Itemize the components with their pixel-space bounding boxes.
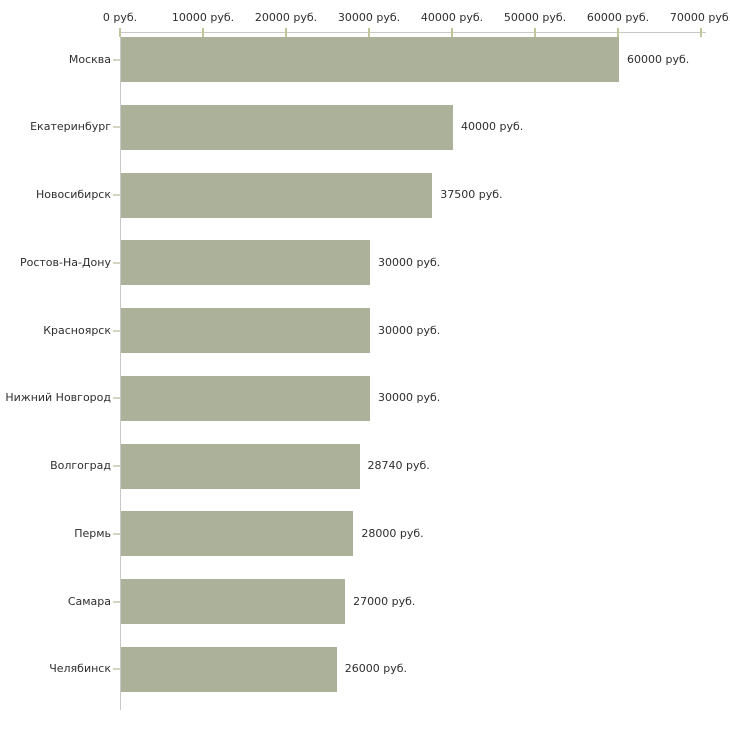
category-tick <box>113 600 120 603</box>
bar-value-label: 60000 руб. <box>627 52 690 66</box>
x-axis-tick-label: 60000 руб. <box>586 11 650 24</box>
bar <box>121 172 433 218</box>
category-tick <box>113 194 120 196</box>
bar <box>121 579 346 624</box>
category-tick <box>113 465 120 467</box>
x-axis-tick-label: 50000 руб. <box>503 11 567 24</box>
bar-value-label: 30000 руб. <box>378 323 441 337</box>
bar <box>121 511 354 557</box>
category-label: Пермь <box>74 526 111 540</box>
x-axis-line <box>120 32 706 33</box>
category-label: Ростов-На-Дону <box>19 255 111 269</box>
x-axis-tick <box>285 28 287 37</box>
category-tick <box>113 329 120 332</box>
bar <box>121 646 337 692</box>
x-axis-tick-label: 0 руб. <box>102 11 138 24</box>
x-axis-tick-label: 40000 руб. <box>420 11 484 24</box>
bar-value-label: 37500 руб. <box>440 188 503 201</box>
x-axis-tick-label: 30000 руб. <box>337 11 401 24</box>
category-label: Самара <box>67 594 111 608</box>
category-tick <box>113 58 120 61</box>
x-axis-tick <box>617 28 619 37</box>
x-axis-tick <box>368 28 370 37</box>
bar-value-label: 28000 руб. <box>361 526 424 540</box>
bar-value-label: 27000 руб. <box>353 594 416 608</box>
x-axis-tick <box>202 28 204 37</box>
category-label: Волгоград <box>50 459 111 472</box>
bar-value-label: 30000 руб. <box>378 255 441 269</box>
x-axis-tick <box>700 28 702 37</box>
y-axis-line <box>120 32 121 710</box>
x-axis-tick-label: 70000 руб. <box>669 11 730 24</box>
bar <box>121 240 370 286</box>
category-label: Нижний Новгород <box>5 391 111 405</box>
bar <box>121 443 360 489</box>
bar <box>121 308 370 353</box>
category-tick <box>113 397 120 400</box>
bar-value-label: 40000 руб. <box>461 120 524 134</box>
category-tick <box>113 532 120 535</box>
bar <box>121 37 619 82</box>
x-axis-tick <box>119 28 121 37</box>
x-axis-tick-label: 10000 руб. <box>171 11 235 24</box>
category-label: Красноярск <box>43 323 111 337</box>
bar <box>121 104 453 150</box>
bar-value-label: 30000 руб. <box>378 391 441 405</box>
category-tick <box>113 126 120 129</box>
bar-value-label: 28740 руб. <box>367 459 430 472</box>
category-label: Екатеринбург <box>30 120 111 134</box>
category-tick <box>113 668 120 671</box>
category-tick <box>113 261 120 264</box>
bar <box>121 375 370 421</box>
category-label: Москва <box>68 52 111 66</box>
category-label: Новосибирск <box>35 188 111 201</box>
x-axis-tick <box>451 28 453 37</box>
category-label: Челябинск <box>49 662 111 676</box>
bar-value-label: 26000 руб. <box>344 662 408 676</box>
x-axis-tick-label: 20000 руб. <box>254 11 318 24</box>
x-axis-tick <box>534 28 536 37</box>
